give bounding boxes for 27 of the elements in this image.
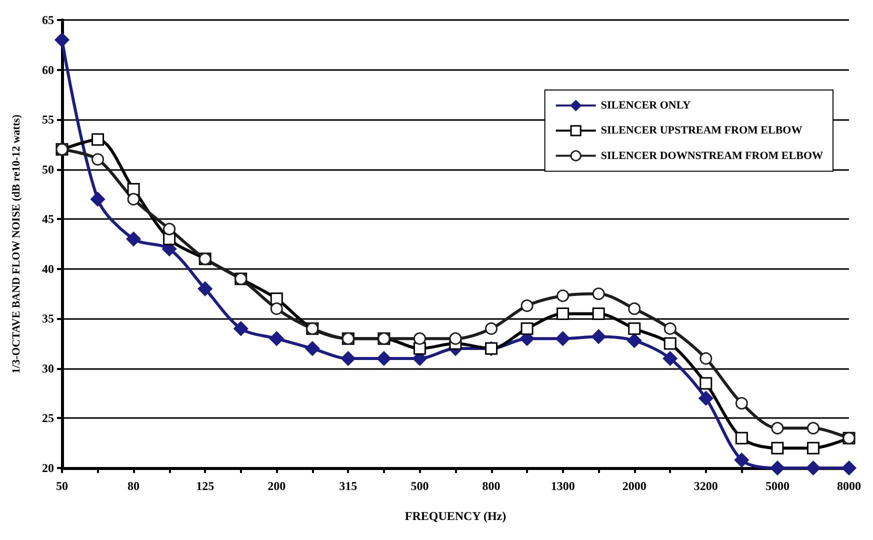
x-tick-label: 1300: [550, 479, 575, 493]
y-tick-label: 65: [42, 13, 54, 27]
y-axis-title: 1/3-OCTAVE BAND FLOW NOISE (dB re10-12 watts): [10, 114, 22, 374]
x-tick-label: 800: [482, 479, 500, 493]
x-tick-label: 500: [410, 479, 429, 493]
y-tick-label: 30: [42, 361, 54, 376]
y-tick-label: 50: [42, 162, 54, 176]
x-axis-title: FREQUENCY (Hz): [404, 509, 506, 523]
legend-label: SILENCER UPSTREAM FROM ELBOW: [600, 124, 802, 137]
x-tick-label: 3200: [694, 479, 718, 493]
x-tick-label: 200: [268, 479, 286, 493]
y-tick-label: 60: [42, 62, 54, 77]
y-tick-label: 55: [42, 112, 54, 127]
y-tick-label: 20: [42, 461, 54, 475]
y-tick-label: 35: [42, 312, 54, 326]
y-tick-label: 40: [42, 262, 54, 276]
x-tick-label: 8000: [837, 479, 861, 493]
x-tick-label: 50: [56, 479, 68, 493]
legend-label: SILENCER DOWNSTREAM FROM ELBOW: [600, 150, 824, 162]
x-tick-label: 5000: [765, 479, 790, 493]
y-tick-label: 45: [42, 212, 54, 226]
x-tick-label: 315: [339, 479, 358, 493]
x-tick-label: 80: [128, 479, 140, 493]
x-tick-label: 2000: [622, 479, 646, 493]
x-tick-label: 125: [196, 479, 214, 493]
y-tick-label: 25: [42, 411, 54, 426]
legend-label: SILENCER ONLY: [600, 100, 691, 112]
